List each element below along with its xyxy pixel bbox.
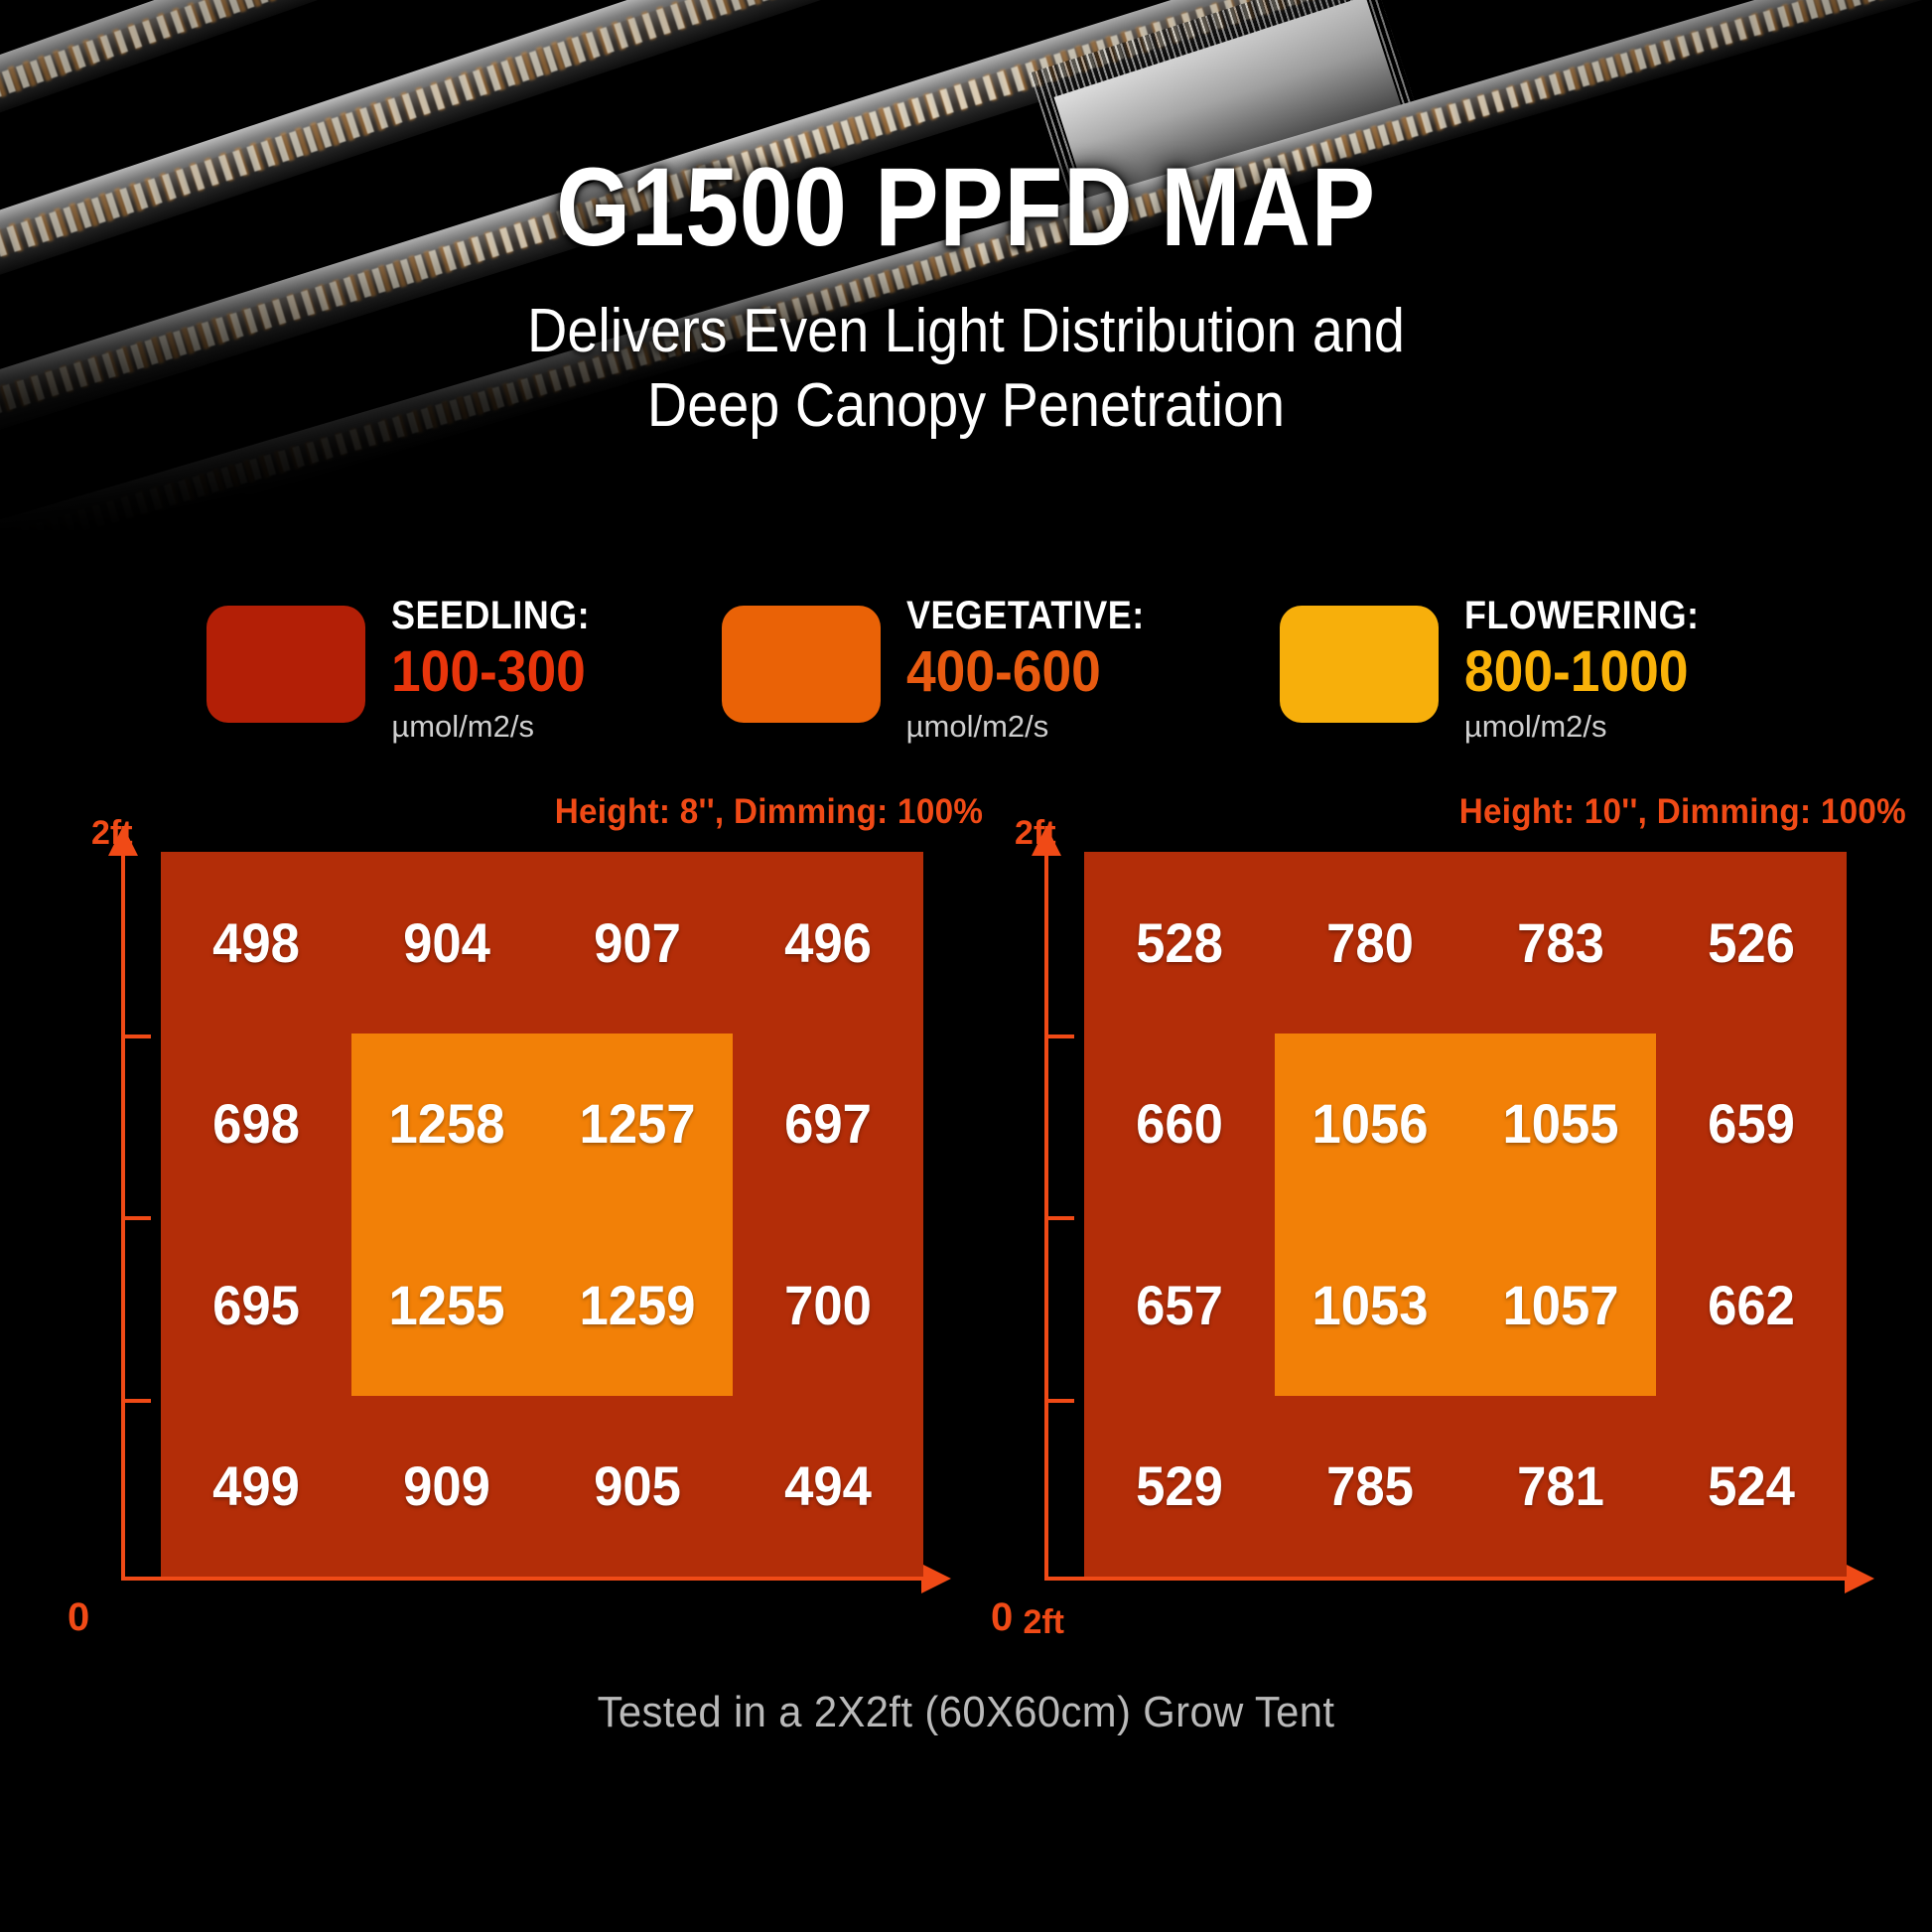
test-conditions-note: Tested in a 2X2ft (60X60cm) Grow Tent xyxy=(597,1688,1335,1736)
ppfd-cell: 907 xyxy=(594,910,681,974)
x-axis-right xyxy=(1044,1551,1874,1593)
ppfd-cell: 528 xyxy=(1136,910,1223,974)
ppfd-cell: 1257 xyxy=(579,1092,696,1156)
legend-item-vegetative: VEGETATIVE: 400-600 µmol/m2/s xyxy=(721,594,1171,744)
ppfd-cell: 697 xyxy=(784,1092,872,1156)
ppfd-cell: 524 xyxy=(1708,1454,1795,1518)
ppfd-cell: 909 xyxy=(403,1454,490,1518)
ppfd-cell: 498 xyxy=(212,910,300,974)
ppfd-cell: 785 xyxy=(1326,1454,1414,1518)
y-axis-right xyxy=(1032,826,1074,1581)
ppfd-cell: 1053 xyxy=(1311,1273,1429,1336)
y-axis-arrow-icon xyxy=(108,826,138,856)
y-axis-left xyxy=(108,826,151,1581)
ppfd-cell: 1056 xyxy=(1311,1092,1429,1156)
subtitle-line-2: Deep Canopy Penetration xyxy=(646,371,1286,441)
hero-vignette xyxy=(0,0,1932,556)
ppfd-cell: 783 xyxy=(1517,910,1604,974)
ppfd-cell: 780 xyxy=(1326,910,1414,974)
ppfd-cell: 698 xyxy=(212,1092,300,1156)
ppfd-cell: 1055 xyxy=(1502,1092,1619,1156)
legend-range-flowering: 800-1000 xyxy=(1463,639,1689,704)
legend-swatch-flowering xyxy=(1279,606,1439,723)
subtitle-line-1: Delivers Even Light Distribution and xyxy=(527,296,1405,365)
x-axis-arrow-icon xyxy=(921,1564,951,1593)
legend-stage-flowering: FLOWERING: xyxy=(1463,594,1700,637)
legend-item-flowering: FLOWERING: 800-1000 µmol/m2/s xyxy=(1279,594,1725,744)
ppfd-cell: 700 xyxy=(784,1273,872,1336)
ppfd-cell: 662 xyxy=(1708,1273,1795,1336)
page-subtitle: Delivers Even Light Distribution and Dee… xyxy=(96,294,1835,444)
y-axis-arrow-icon xyxy=(1032,826,1061,856)
ppfd-zone-center-right xyxy=(1275,1033,1656,1396)
ppfd-zone-outer-right: 528 780 783 526 660 1056 1055 659 657 10… xyxy=(1084,852,1847,1577)
ppfd-cell: 499 xyxy=(212,1454,300,1518)
legend-item-seedling: SEEDLING: 100-300 µmol/m2/s xyxy=(207,596,612,742)
legend-range-seedling: 100-300 xyxy=(391,639,587,704)
ppfd-zone-center-left xyxy=(351,1033,733,1396)
ppfd-cell: 695 xyxy=(212,1273,300,1336)
x-axis-label-left: 2ft xyxy=(1023,1603,1064,1641)
legend-stage-seedling: SEEDLING: xyxy=(391,594,591,637)
ppfd-cell: 1057 xyxy=(1502,1273,1619,1336)
ppfd-cell: 494 xyxy=(784,1454,872,1518)
ppfd-cell: 659 xyxy=(1708,1092,1795,1156)
legend-range-vegetative: 400-600 xyxy=(905,639,1101,704)
ppfd-map-right: Height: 10'', Dimming: 100% 2ft 0 2ft 52… xyxy=(991,792,1916,1639)
x-axis-left xyxy=(121,1551,951,1593)
ppfd-cell: 660 xyxy=(1136,1092,1223,1156)
legend-unit-seedling: µmol/m2/s xyxy=(391,709,534,744)
ppfd-cell: 904 xyxy=(403,910,490,974)
ppfd-legend: SEEDLING: 100-300 µmol/m2/s VEGETATIVE: … xyxy=(0,596,1932,742)
legend-swatch-vegetative xyxy=(721,606,881,723)
legend-stage-vegetative: VEGETATIVE: xyxy=(905,594,1145,637)
x-axis-arrow-icon xyxy=(1845,1564,1874,1593)
legend-swatch-seedling xyxy=(207,606,366,723)
legend-unit-vegetative: µmol/m2/s xyxy=(905,709,1049,744)
title-block: G1500 PPFD MAP Delivers Even Light Distr… xyxy=(0,149,1932,444)
origin-label-left: 0 xyxy=(68,1595,90,1639)
ppfd-cell: 1258 xyxy=(388,1092,505,1156)
chart-caption-left: Height: 8'', Dimming: 100% xyxy=(554,792,983,831)
ppfd-cell: 526 xyxy=(1708,910,1795,974)
ppfd-zone-outer-left: 498 904 907 496 698 1258 1257 697 695 12… xyxy=(161,852,923,1577)
ppfd-cell: 1259 xyxy=(579,1273,696,1336)
ppfd-map-left: Height: 8'', Dimming: 100% 2ft 0 2ft 498… xyxy=(68,792,1064,1641)
ppfd-cell: 905 xyxy=(594,1454,681,1518)
ppfd-cell: 781 xyxy=(1517,1454,1604,1518)
ppfd-cell: 529 xyxy=(1136,1454,1223,1518)
ppfd-cell: 496 xyxy=(784,910,872,974)
ppfd-cell: 1255 xyxy=(388,1273,505,1336)
legend-unit-flowering: µmol/m2/s xyxy=(1463,709,1607,744)
origin-label-right: 0 xyxy=(991,1595,1014,1639)
page-title: G1500 PPFD MAP xyxy=(556,145,1376,269)
chart-caption-right: Height: 10'', Dimming: 100% xyxy=(1458,792,1906,831)
ppfd-charts: Height: 8'', Dimming: 100% 2ft 0 2ft 498… xyxy=(0,792,1932,1641)
hero-background xyxy=(0,0,1932,556)
ppfd-cell: 657 xyxy=(1136,1273,1223,1336)
